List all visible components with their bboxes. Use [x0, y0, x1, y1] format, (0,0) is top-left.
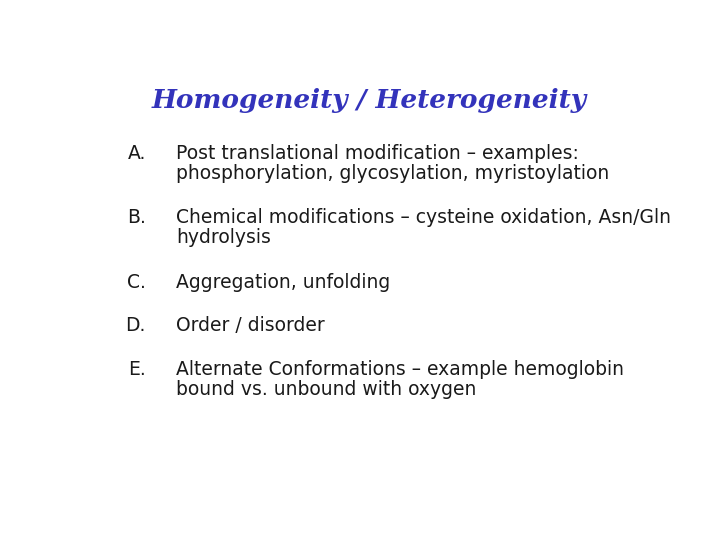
Text: phosphorylation, glycosylation, myristoylation: phosphorylation, glycosylation, myristoy…: [176, 164, 610, 183]
Text: Alternate Conformations – example hemoglobin: Alternate Conformations – example hemogl…: [176, 360, 624, 379]
Text: C.: C.: [127, 273, 145, 292]
Text: D.: D.: [125, 316, 145, 335]
Text: Post translational modification – examples:: Post translational modification – exampl…: [176, 144, 580, 163]
Text: hydrolysis: hydrolysis: [176, 228, 271, 247]
Text: A.: A.: [127, 144, 145, 163]
Text: bound vs. unbound with oxygen: bound vs. unbound with oxygen: [176, 380, 477, 399]
Text: E.: E.: [128, 360, 145, 379]
Text: Order / disorder: Order / disorder: [176, 316, 325, 335]
Text: Homogeneity / Heterogeneity: Homogeneity / Heterogeneity: [151, 87, 587, 113]
Text: Aggregation, unfolding: Aggregation, unfolding: [176, 273, 391, 292]
Text: Chemical modifications – cysteine oxidation, Asn/Gln: Chemical modifications – cysteine oxidat…: [176, 208, 672, 227]
Text: B.: B.: [127, 208, 145, 227]
